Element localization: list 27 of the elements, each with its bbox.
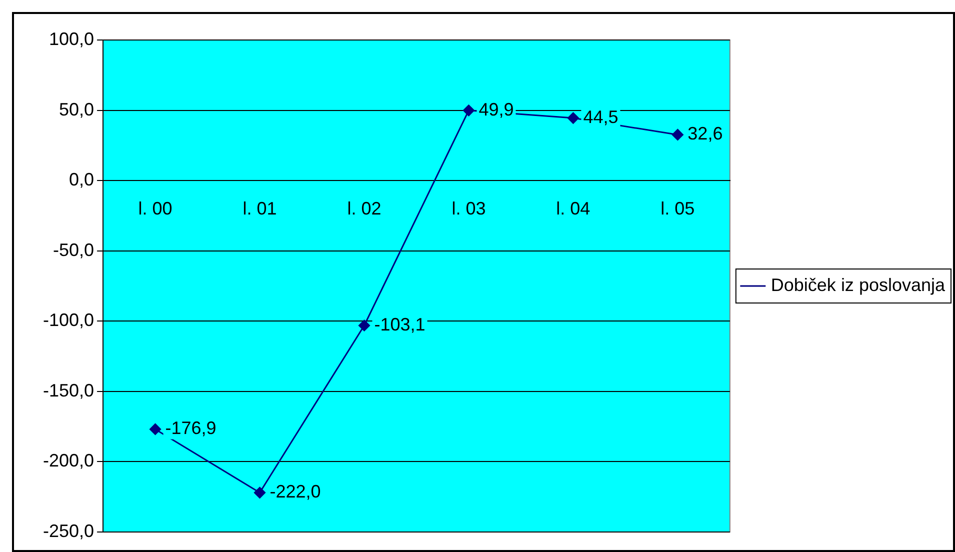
- text: -222,0: [270, 482, 321, 502]
- point: [567, 112, 579, 124]
- x-tick-label: l. 04: [556, 198, 590, 218]
- y-tick-label: 0,0: [69, 170, 94, 190]
- y-tick-label: 100,0: [48, 28, 94, 49]
- text: -176,9: [165, 418, 216, 438]
- point: [358, 320, 370, 332]
- x-tick-label: l. 05: [660, 198, 695, 218]
- y-tick-label: -50,0: [53, 240, 94, 260]
- x-tick-label: l. 02: [347, 198, 382, 218]
- y-tick-label: -150,0: [42, 380, 94, 400]
- y-tick-label: -250,0: [42, 520, 94, 541]
- y-tick-label: -200,0: [42, 450, 94, 471]
- point: [254, 486, 266, 498]
- y-tick-label: -100,0: [42, 310, 94, 330]
- x-tick-label: l. 01: [242, 198, 277, 218]
- point: [672, 128, 684, 140]
- text: -103,1: [374, 314, 426, 334]
- x-tick-label: l. 00: [138, 198, 172, 218]
- text: 44,5: [583, 106, 618, 127]
- y-tick-label: 50,0: [58, 99, 94, 120]
- text: 32,6: [688, 124, 723, 144]
- x-tick-label: l. 03: [452, 198, 486, 218]
- point: [462, 104, 474, 116]
- point: [150, 423, 162, 435]
- text: 49,9: [478, 99, 514, 120]
- legend-label: Dobiček iz poslovanja: [770, 274, 946, 295]
